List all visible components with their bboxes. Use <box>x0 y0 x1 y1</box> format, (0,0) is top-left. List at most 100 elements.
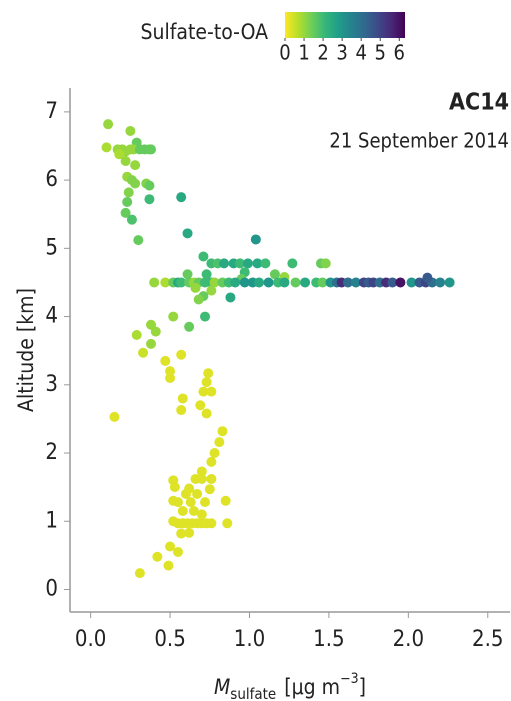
point <box>209 448 220 459</box>
point <box>206 473 217 484</box>
point <box>435 277 446 288</box>
colorbar-tick-label: 0 <box>279 41 290 65</box>
point <box>182 269 193 280</box>
point <box>206 518 217 529</box>
colorbar-tick-label: 3 <box>336 41 347 65</box>
point <box>146 338 157 349</box>
x-label-symbol: M <box>214 675 230 699</box>
annotation: 21 September 2014 <box>329 129 509 153</box>
point <box>300 277 311 288</box>
colorbar-title: Sulfate-to-OA <box>141 20 269 44</box>
point <box>242 258 253 269</box>
point <box>122 196 133 207</box>
colorbar-tick-label: 4 <box>355 41 366 65</box>
point <box>149 277 160 288</box>
point <box>103 119 114 130</box>
point <box>269 269 280 280</box>
point <box>144 180 155 191</box>
point <box>239 277 250 288</box>
point <box>177 506 188 517</box>
point <box>176 277 187 288</box>
point <box>109 411 120 422</box>
point <box>206 456 217 467</box>
point <box>176 528 187 539</box>
y-tick-label: 7 <box>45 99 58 124</box>
point <box>196 509 207 520</box>
x-tick-label: 1.5 <box>313 627 344 652</box>
annotation: AC14 <box>449 90 509 116</box>
point <box>195 400 206 411</box>
x-tick-label: 1.0 <box>234 627 265 652</box>
point <box>120 156 131 167</box>
point <box>198 251 209 262</box>
point <box>201 408 212 419</box>
point <box>206 386 217 397</box>
point <box>133 235 144 246</box>
point <box>387 277 398 288</box>
y-tick-label: 3 <box>45 372 58 397</box>
point <box>176 349 187 360</box>
point <box>252 258 263 269</box>
point <box>217 426 228 437</box>
y-tick-label: 0 <box>45 576 58 601</box>
y-tick-label: 4 <box>45 304 58 329</box>
point <box>182 228 193 239</box>
point <box>123 187 134 198</box>
point <box>342 277 353 288</box>
point <box>254 277 265 288</box>
point <box>177 393 188 404</box>
point <box>234 258 245 269</box>
point <box>279 277 290 288</box>
y-tick-label: 5 <box>45 235 58 260</box>
point <box>196 473 207 484</box>
point <box>165 372 176 383</box>
point <box>214 437 225 448</box>
point <box>138 347 149 358</box>
point <box>114 149 125 160</box>
point <box>193 294 204 305</box>
point <box>287 258 298 269</box>
point <box>184 321 195 332</box>
point <box>184 527 195 538</box>
point <box>422 272 433 283</box>
point <box>180 488 191 499</box>
point <box>263 277 274 288</box>
point <box>406 277 417 288</box>
point <box>150 326 161 337</box>
point <box>201 377 212 388</box>
point <box>192 488 203 499</box>
point <box>160 277 171 288</box>
point <box>198 386 209 397</box>
y-axis-label: Altitude [km] <box>14 288 38 412</box>
point <box>130 178 141 189</box>
x-tick-label: 0.0 <box>75 627 106 652</box>
point <box>134 568 145 579</box>
point <box>176 192 187 203</box>
point <box>185 497 196 508</box>
point <box>169 482 180 493</box>
point <box>101 142 112 153</box>
point <box>190 282 201 293</box>
point <box>219 258 230 269</box>
colorbar-tick-label: 6 <box>394 41 405 65</box>
point <box>130 160 141 171</box>
x-label-unit-end: ] <box>359 675 366 699</box>
point <box>200 311 211 322</box>
point <box>144 194 155 205</box>
colorbar-tick-label: 5 <box>375 41 386 65</box>
point <box>222 518 233 529</box>
point <box>196 466 207 477</box>
point <box>126 214 137 225</box>
point <box>220 495 231 506</box>
x-tick-label: 2.0 <box>393 627 424 652</box>
colorbar-tick-label: 2 <box>317 41 328 65</box>
point <box>230 277 241 288</box>
point <box>204 484 215 495</box>
point <box>188 506 199 517</box>
point <box>125 125 136 136</box>
point <box>209 277 220 288</box>
point <box>160 355 171 366</box>
point <box>395 277 406 288</box>
point <box>168 311 179 322</box>
